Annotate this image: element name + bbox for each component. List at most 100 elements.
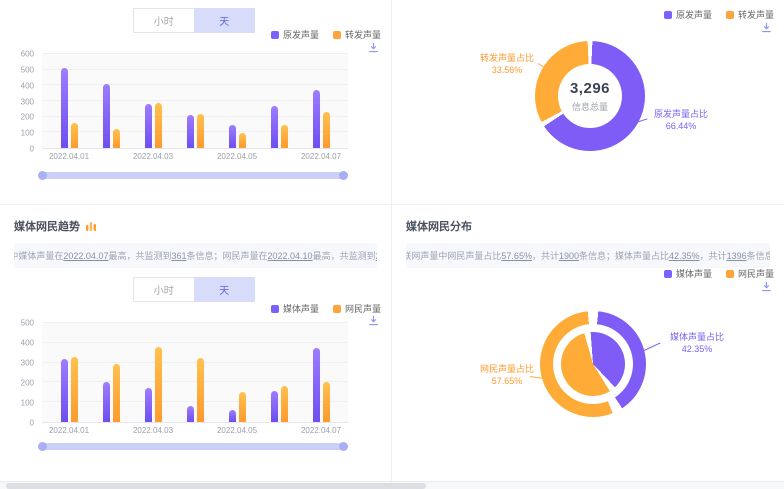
horizontal-scrollbar[interactable]	[0, 481, 784, 489]
y-axis-tick: 300	[20, 358, 34, 368]
gridline	[42, 100, 348, 101]
bar-group: 2022.04.05	[217, 323, 257, 435]
bar-group: 2022.04.01	[49, 323, 89, 435]
toggle-day[interactable]: 天	[193, 8, 255, 33]
summary-segment: 互联网声量中网民声量占比	[406, 251, 502, 261]
summary-segment: 互联网声量中媒体声量在	[14, 251, 64, 261]
panel-title-text: 媒体网民趋势	[14, 221, 80, 233]
save-as-image-icon[interactable]	[368, 42, 379, 53]
toggle-day[interactable]: 天	[193, 277, 255, 302]
y-axis-tick: 200	[20, 378, 34, 388]
slice-label-name: 转发声量占比	[479, 53, 534, 63]
total-value: 3,296	[569, 79, 611, 97]
donut-chart-origin: 3,296 信息总量	[535, 41, 645, 151]
gridline	[42, 68, 348, 70]
slice-label-value: 42.35%	[681, 344, 713, 354]
x-axis-label: 2022.04.05	[216, 152, 258, 161]
x-axis-label: 2022.04.07	[300, 152, 342, 161]
bar-转发声量	[238, 133, 246, 148]
bar-group: 2022.04.05	[217, 54, 257, 161]
panel-origin-distribution: 原发声量 转发声量 3,296 信息总量 转发声量占比 33.56% 原发声量占比…	[392, 0, 784, 205]
y-axis-tick: 500	[20, 318, 34, 328]
donut-center: 3,296 信息总量	[558, 64, 622, 128]
x-axis-label: 2022.04.01	[48, 426, 90, 435]
bar-网民声量	[70, 356, 78, 422]
bar-group: 2022.04.07	[301, 323, 341, 435]
bar-group	[270, 323, 288, 422]
slice-label-value: 33.56%	[491, 65, 523, 75]
x-axis-label: 2022.04.07	[300, 426, 342, 435]
legend-marker	[332, 304, 341, 313]
panel-title: 媒体网民分布	[406, 218, 472, 234]
slice-label-value: 66.44%	[665, 121, 697, 131]
gridline	[42, 341, 348, 343]
bar-媒体声量	[186, 406, 194, 422]
legend-item[interactable]: 转发声量	[332, 28, 381, 41]
grid	[42, 53, 348, 148]
datazoom-slider[interactable]	[38, 442, 348, 451]
gridline	[42, 322, 348, 323]
legend-item[interactable]: 转发声量	[725, 8, 774, 21]
bar-原发声量	[60, 68, 68, 148]
y-axis-tick: 400	[20, 81, 34, 91]
legend-label: 转发声量	[344, 30, 381, 40]
save-as-image-icon[interactable]	[368, 315, 379, 326]
bar-group: 2022.04.07	[301, 54, 341, 161]
bar-媒体声量	[312, 347, 320, 422]
bars: 2022.04.01 2022.04.03 2022.04.05 2022.04.07	[42, 54, 348, 161]
datazoom-slider[interactable]	[38, 171, 348, 180]
legend-item[interactable]: 原发声量	[270, 28, 319, 41]
summary-segment: 条信息；网民声量在	[186, 251, 268, 261]
bar-媒体声量	[60, 358, 68, 422]
legend-item[interactable]: 原发声量	[663, 8, 712, 21]
bar-group	[270, 54, 288, 148]
bar-媒体声量	[228, 410, 236, 422]
y-axis-tick: 0	[29, 144, 34, 154]
legend: 原发声量 转发声量	[270, 28, 381, 41]
bar-网民声量	[322, 382, 330, 422]
y-axis: 0 100 200 300 400 500 600	[10, 50, 38, 154]
summary-highlight: 42.35%	[669, 250, 700, 261]
time-granularity-toggle: 小时 天	[133, 8, 255, 33]
slice-label-name: 原发声量占比	[653, 109, 708, 119]
legend-marker	[663, 10, 672, 19]
y-axis-tick: 100	[20, 128, 34, 138]
bar-原发声量	[144, 104, 152, 148]
bar-媒体声量	[144, 388, 152, 422]
bar-转发声量	[196, 113, 204, 148]
bar-原发声量	[228, 124, 236, 148]
legend: 媒体声量 网民声量	[270, 302, 381, 315]
bar-group	[102, 54, 120, 148]
toggle-hour[interactable]: 小时	[133, 8, 194, 33]
summary-segment: 条信息。	[746, 251, 770, 261]
summary-highlight: 1900	[558, 250, 579, 261]
gridline	[42, 131, 348, 133]
legend-label: 网民声量	[737, 269, 774, 279]
plot-area: 2022.04.01 2022.04.03 2022.04.05 2022.04.07	[42, 53, 348, 161]
toggle-hour[interactable]: 小时	[133, 277, 194, 302]
save-as-image-icon[interactable]	[761, 22, 772, 33]
plot-area: 2022.04.01 2022.04.03 2022.04.05 2022.04.07	[42, 322, 348, 435]
save-as-image-icon[interactable]	[761, 281, 772, 292]
y-axis-tick: 200	[20, 112, 34, 122]
legend-item[interactable]: 网民声量	[332, 302, 381, 315]
bar-group	[186, 323, 204, 422]
bar-group	[102, 323, 120, 422]
bar-group: 2022.04.03	[133, 54, 173, 161]
gridline	[42, 53, 348, 54]
legend-item[interactable]: 媒体声量	[663, 267, 712, 280]
x-axis-label: 2022.04.03	[132, 426, 174, 435]
horizontal-scrollbar-thumb[interactable]	[6, 483, 426, 489]
legend-marker	[663, 269, 672, 278]
legend-label: 转发声量	[737, 10, 774, 20]
legend-label: 媒体声量	[675, 269, 712, 279]
legend-item[interactable]: 媒体声量	[270, 302, 319, 315]
legend-marker	[270, 30, 279, 39]
bar-转发声量	[322, 112, 330, 148]
time-granularity-toggle: 小时 天	[133, 277, 255, 302]
panel-title-text: 媒体网民分布	[406, 221, 472, 233]
summary-segment: 最高，共监测到	[312, 251, 376, 261]
bar-原发声量	[312, 90, 320, 148]
legend-item[interactable]: 网民声量	[725, 267, 774, 280]
summary-segment: ，共计	[699, 251, 727, 261]
